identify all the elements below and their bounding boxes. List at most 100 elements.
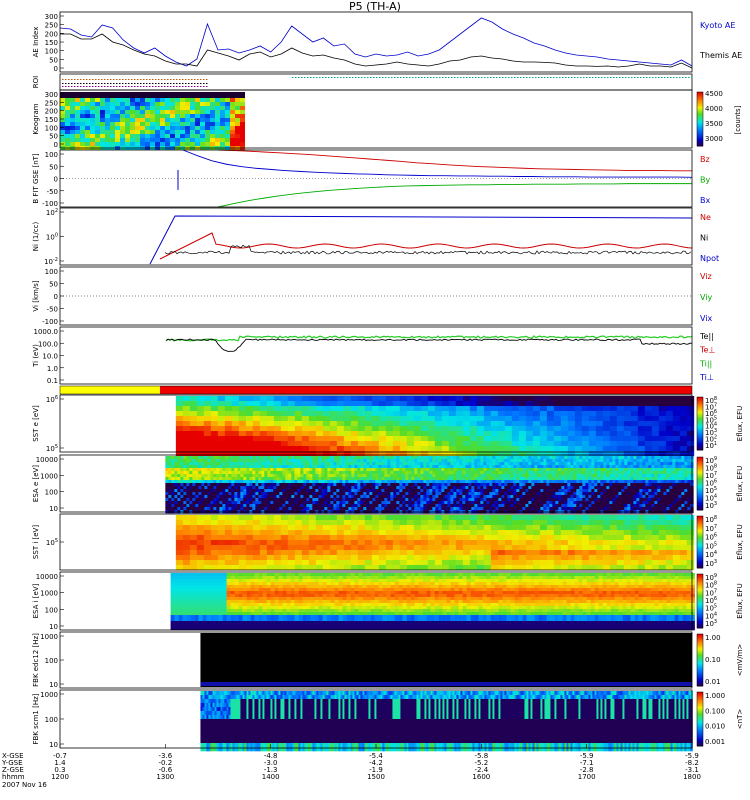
esa_e-cell [591, 486, 595, 490]
esa_e-cell [396, 486, 400, 490]
esa_e-cell [576, 483, 580, 487]
esa_e-cell [351, 468, 355, 472]
esa_e-cell [402, 501, 406, 505]
roi-mark [74, 79, 76, 80]
esa_e-cell [621, 483, 625, 487]
esa_e-cell [291, 462, 295, 466]
esa_e-cell [486, 495, 490, 499]
esa_e-cell [405, 495, 409, 499]
keogram-cell [135, 110, 140, 114]
roi-mark [131, 86, 133, 87]
keogram-cell [195, 118, 200, 122]
esa_e-cell [396, 456, 400, 460]
esa_e-cell [180, 492, 184, 496]
sst_e-cell [462, 441, 471, 447]
esa_e-cell [252, 486, 256, 490]
esa_e-cell [423, 474, 427, 478]
esa_e-cell [237, 477, 241, 481]
esa_e-cell [531, 459, 535, 463]
keogram-cell [155, 98, 160, 102]
esa_e-cell [552, 471, 556, 475]
keogram-cell [95, 138, 100, 142]
esa_e-cell [579, 468, 583, 472]
esa_e-cell [408, 474, 412, 478]
roi-mark [355, 77, 357, 78]
esa_e-cell [504, 504, 508, 508]
esa_e-cell [294, 504, 298, 508]
esa_e-cell [603, 486, 607, 490]
sst_e-cell [567, 411, 576, 417]
esa_e-cell [480, 507, 484, 511]
esa_e-cell [480, 456, 484, 460]
esa_e-cell [663, 465, 667, 469]
esa_e-cell [573, 465, 577, 469]
roi-mark [637, 77, 639, 78]
esa_e-cell [636, 492, 640, 496]
esa_e-cell [264, 495, 268, 499]
esa_e-cell [303, 501, 307, 505]
esa_e-cell [297, 486, 301, 490]
esa_e-cell [408, 477, 412, 481]
roi-mark [295, 77, 297, 78]
esa_e-cell [627, 468, 631, 472]
sst_e-cell [203, 451, 212, 457]
keogram-cell [115, 114, 120, 118]
esa_e-cell [519, 474, 523, 478]
esa_e-cell [531, 474, 535, 478]
sst_e-cell [686, 446, 695, 452]
esa_e-cell [471, 504, 475, 508]
esa_e-cell [285, 459, 289, 463]
esa_e-cell [354, 462, 358, 466]
keogram-cell [215, 138, 220, 142]
keogram-cell [220, 114, 225, 118]
keogram-cell [145, 126, 150, 130]
keogram-cell [170, 130, 175, 134]
esa_e-cell [405, 501, 409, 505]
esa_e-cell [621, 468, 625, 472]
sst_e-cell [532, 431, 541, 437]
esa_e-cell [468, 459, 472, 463]
keogram-cell [170, 106, 175, 110]
esa_e-cell [171, 501, 175, 505]
sst_e-cell [448, 411, 457, 417]
esa_e-cell [318, 498, 322, 502]
sst_e-cell [301, 446, 310, 452]
sst_e-cell [210, 441, 219, 447]
esa_e-cell [252, 471, 256, 475]
sst_e-cell [343, 446, 352, 452]
sst_e-cell [511, 396, 520, 402]
roi-mark [616, 77, 618, 78]
esa_e-cell [285, 504, 289, 508]
esa_e-cell [438, 507, 442, 511]
esa_e-cell [279, 483, 283, 487]
esa_e-cell [495, 456, 499, 460]
esa_e-cell [183, 495, 187, 499]
keogram-cell [240, 142, 245, 146]
esa_e-cell [312, 504, 316, 508]
esa_e-cell [381, 477, 385, 481]
esa_e-cell [243, 486, 247, 490]
sst_e-cell [350, 436, 359, 442]
esa_e-cell [642, 480, 646, 484]
sst_e-cell [182, 401, 191, 407]
esa_e-cell [528, 477, 532, 481]
ae-tick-label: 100 [45, 48, 58, 56]
esa_e-cell [504, 498, 508, 502]
keogram-cell [165, 118, 170, 122]
roi-mark [86, 86, 88, 87]
esa_e-cell [249, 474, 253, 478]
esa_e-cell [342, 507, 346, 511]
esa_e-cell [627, 507, 631, 511]
esa_e-cell [591, 456, 595, 460]
esa_e-cell [648, 477, 652, 481]
sst_e-cell [497, 446, 506, 452]
esa_e-cell [180, 471, 184, 475]
esa_e-cell [420, 501, 424, 505]
esa_e-cell [546, 480, 550, 484]
sst_e-cell [336, 406, 345, 412]
esa_e-cell [336, 507, 340, 511]
esa_e-cell [576, 465, 580, 469]
esa_e-cell [279, 474, 283, 478]
esa_e-cell [225, 465, 229, 469]
sst_e-cell [658, 431, 667, 437]
